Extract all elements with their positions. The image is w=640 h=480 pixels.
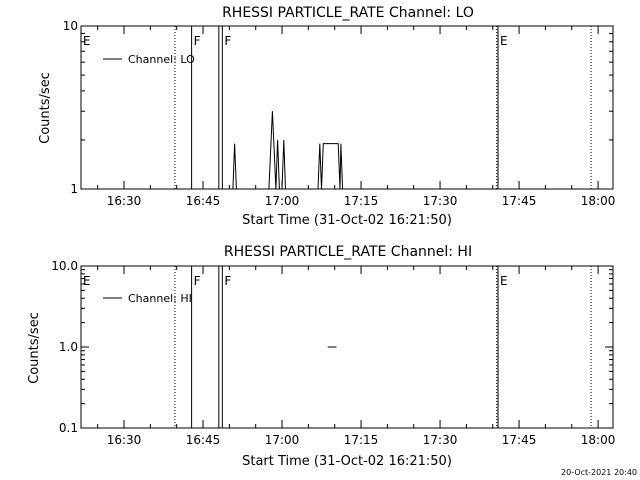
x-tick-label: 16:45	[186, 433, 221, 447]
panel-hi-plot: 16:30 16:45 17:00 17:15 17:30 17:45 18:00 0.1 1.…	[51, 259, 615, 447]
y-tick-label: 0.1	[59, 421, 78, 435]
y-tick-label: 1	[70, 182, 78, 196]
panel-lo: RHESSI PARTICLE_RATE Channel: LO Start T…	[38, 5, 615, 228]
x-tick-label: 17:15	[344, 194, 379, 208]
flag-label: E	[500, 274, 508, 288]
panel-hi-ylabel: Counts/sec	[27, 312, 42, 384]
panel-lo-title: RHESSI PARTICLE_RATE Channel: LO	[222, 5, 474, 21]
panel-lo-plot: 16:30 16:45 17:00 17:15 17:30 17:45 18:00 1 10 E F…	[63, 19, 616, 208]
panel-hi-title: RHESSI PARTICLE_RATE Channel: HI	[224, 244, 472, 260]
flag-label: F	[194, 274, 201, 288]
x-tick-label: 16:30	[107, 194, 142, 208]
flag-label: E	[83, 34, 91, 48]
x-tick-label: 17:45	[502, 194, 537, 208]
footer-timestamp: 20-Oct-2021 20:40	[561, 468, 637, 477]
x-tick-label: 18:00	[581, 433, 616, 447]
x-tick-label: 18:00	[581, 194, 616, 208]
x-tick-label: 16:45	[186, 194, 221, 208]
plot-frame	[80, 265, 614, 429]
y-tick-label: 10.0	[51, 259, 78, 273]
panel-lo-ylabel: Counts/sec	[38, 72, 53, 144]
x-tick-label: 17:45	[502, 433, 537, 447]
panel-lo-xlabel: Start Time (31-Oct-02 16:21:50)	[242, 213, 452, 228]
x-tick-label: 16:30	[107, 433, 142, 447]
x-tick-label: 17:00	[265, 433, 300, 447]
panel-lo-legend-label: Channel: LO	[128, 53, 195, 66]
x-tick-label: 17:15	[344, 433, 379, 447]
panel-hi-legend-label: Channel: HI	[128, 292, 192, 305]
flag-label: E	[83, 274, 91, 288]
x-tick-label: 17:30	[423, 194, 458, 208]
panel-hi-xlabel: Start Time (31-Oct-02 16:21:50)	[242, 454, 452, 469]
plot-frame	[80, 25, 614, 190]
series-line	[232, 111, 344, 190]
flag-label: E	[500, 34, 508, 48]
flag-label: F	[194, 34, 201, 48]
x-tick-label: 17:00	[265, 194, 300, 208]
y-tick-label: 1.0	[59, 340, 78, 354]
flag-label: F	[224, 34, 231, 48]
flag-label: F	[224, 274, 231, 288]
x-tick-label: 17:30	[423, 433, 458, 447]
y-tick-label: 10	[63, 19, 78, 33]
panel-hi: RHESSI PARTICLE_RATE Channel: HI Start T…	[27, 244, 615, 469]
